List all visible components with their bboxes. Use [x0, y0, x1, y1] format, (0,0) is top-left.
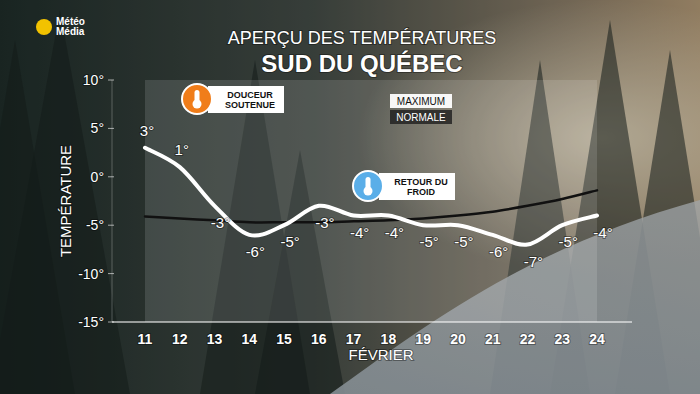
- overlay: [0, 0, 700, 394]
- data-label: -4°: [385, 224, 404, 241]
- y-tick: [108, 273, 114, 274]
- thermometer-bulb: [193, 100, 202, 109]
- y-tick-label: -10°: [78, 266, 104, 282]
- x-tick-label: 19: [415, 331, 431, 347]
- data-label: 3°: [140, 122, 154, 139]
- x-tick-label: 24: [589, 331, 605, 347]
- x-tick-label: 17: [346, 331, 362, 347]
- data-label: -6°: [489, 243, 508, 260]
- x-tick-label: 18: [381, 331, 397, 347]
- y-tick: [108, 176, 114, 177]
- legend-box: [390, 94, 452, 108]
- y-tick-label: -5°: [86, 217, 104, 233]
- data-label: -5°: [419, 233, 438, 250]
- legend-label: NORMALE: [396, 112, 446, 123]
- data-label: -6°: [246, 243, 265, 260]
- y-tick-label: 5°: [91, 120, 104, 136]
- logo: MétéoMédia: [36, 16, 85, 37]
- x-tick-label: 15: [276, 331, 292, 347]
- y-tick-label: 0°: [91, 169, 104, 185]
- y-tick: [108, 80, 114, 81]
- x-tick-label: 14: [242, 331, 258, 347]
- annotation-box: [208, 86, 284, 113]
- annotation: RETOUR DUFROID: [353, 171, 455, 201]
- legend-box: [390, 110, 452, 124]
- logo-icon: [36, 19, 52, 35]
- data-label: -7°: [524, 253, 543, 270]
- thermometer-bulb: [364, 187, 373, 196]
- data-label: -3°: [315, 214, 334, 231]
- x-axis: [112, 321, 632, 323]
- plot-area: [145, 80, 597, 322]
- data-label: -5°: [280, 233, 299, 250]
- annotation-box: [379, 173, 455, 200]
- annotation-icon: [353, 171, 383, 201]
- y-axis-label: TEMPÉRATURE: [57, 145, 74, 257]
- sun-glow: [0, 0, 700, 394]
- x-tick-label: 12: [172, 331, 188, 347]
- x-tick-label: 11: [138, 331, 153, 347]
- x-tick-label: 16: [311, 331, 327, 347]
- data-label: -4°: [350, 224, 369, 241]
- legend: MAXIMUM NORMALE: [390, 94, 452, 124]
- annotation-text: DOUCEURSOUTENUE: [225, 90, 275, 110]
- annotation-line: RETOUR DU: [394, 177, 447, 187]
- line-maximum: [145, 148, 597, 245]
- y-axis: [112, 80, 113, 322]
- legend-label: MAXIMUM: [397, 96, 445, 107]
- data-label: 1°: [175, 141, 189, 158]
- annotation-line: DOUCEUR: [227, 90, 273, 100]
- series-group: [145, 148, 597, 245]
- data-label: -3°: [211, 214, 230, 231]
- data-label: -5°: [454, 233, 473, 250]
- x-tick-label: 21: [485, 331, 501, 347]
- x-tick-label: 23: [554, 331, 570, 347]
- y-tick-label: -15°: [78, 314, 104, 330]
- title: APERÇU DES TEMPÉRATURES: [228, 28, 496, 48]
- x-axis-label: FÉVRIER: [348, 346, 413, 363]
- x-tick-label: 20: [450, 331, 466, 347]
- background: [0, 0, 700, 394]
- x-tick-label: 22: [520, 331, 536, 347]
- subtitle: SUD DU QUÉBEC: [261, 50, 462, 77]
- data-label: -4°: [593, 224, 612, 241]
- annotation-line: SOUTENUE: [225, 100, 275, 110]
- annotation: DOUCEURSOUTENUE: [182, 84, 284, 114]
- data-label: -5°: [559, 233, 578, 250]
- annotation-icon: [182, 84, 212, 114]
- annotation-line: FROID: [407, 187, 435, 197]
- y-tick: [108, 128, 114, 129]
- logo-text: Média: [56, 26, 85, 37]
- y-tick-label: 10°: [83, 72, 104, 88]
- x-tick-label: 13: [207, 331, 223, 347]
- annotation-text: RETOUR DUFROID: [394, 177, 447, 197]
- chart: MétéoMédia APERÇU DES TEMPÉRATURESSUD DU …: [0, 0, 700, 394]
- y-tick: [108, 225, 114, 226]
